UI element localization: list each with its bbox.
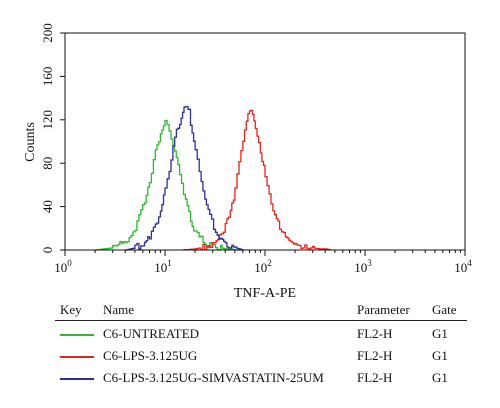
- legend-header-name: Name: [103, 302, 135, 317]
- series-line-c6-lps-3-125ug-simvastatin-25um: [125, 105, 244, 251]
- legend-header-rule: [55, 320, 467, 321]
- x-tick-label: 103: [354, 258, 372, 275]
- legend-row-lps: C6-LPS-3.125UG FL2-H G1: [55, 346, 475, 368]
- legend-header-parameter: Parameter: [357, 302, 410, 317]
- legend-swatch-untreated: [60, 334, 94, 336]
- x-tick-label: 100: [54, 258, 72, 275]
- x-tick-label: 102: [254, 258, 272, 275]
- legend-name-lps: C6-LPS-3.125UG: [103, 348, 198, 363]
- histogram-chart: 0 40 80 120 160 200 100 101 102 103 104 TNF-A-PE C…: [23, 23, 472, 300]
- legend-gate-untreated: G1: [432, 326, 448, 341]
- series-line-c6-lps-3-125ug: [182, 109, 331, 251]
- legend-name-untreated: C6-UNTREATED: [103, 326, 200, 341]
- legend-name-simvastatin: C6-LPS-3.125UG-SIMVASTATIN-25UM: [103, 370, 324, 385]
- legend-swatch-lps: [60, 356, 94, 358]
- x-tick-label: 104: [454, 258, 472, 275]
- legend-gate-lps: G1: [432, 348, 448, 363]
- y-tick-label: 200: [40, 23, 55, 43]
- plot-frame: [64, 32, 466, 251]
- y-tick-label: 0: [40, 247, 55, 254]
- legend-row-untreated: C6-UNTREATED FL2-H G1: [55, 324, 475, 346]
- series-line-c6-untreated: [95, 119, 243, 251]
- legend-table: Key Name Parameter Gate C6-UNTREATED FL2…: [55, 300, 475, 390]
- legend-parameter-untreated: FL2-H: [357, 326, 393, 341]
- y-axis-title: Counts: [23, 122, 38, 162]
- y-tick-label: 120: [40, 110, 55, 130]
- legend-swatch-simvastatin: [60, 378, 94, 380]
- legend-gate-simvastatin: G1: [432, 370, 448, 385]
- y-tick-label: 160: [40, 67, 55, 87]
- x-axis-title: TNF-A-PE: [234, 286, 296, 300]
- legend-parameter-lps: FL2-H: [357, 348, 393, 363]
- y-tick-label: 80: [40, 157, 55, 170]
- legend-row-simvastatin: C6-LPS-3.125UG-SIMVASTATIN-25UM FL2-H G1: [55, 368, 475, 390]
- y-tick-label: 40: [40, 200, 55, 213]
- legend-header: Key Name Parameter Gate: [55, 300, 475, 321]
- x-tick-label: 101: [154, 258, 172, 275]
- legend-header-gate: Gate: [432, 302, 457, 317]
- legend-parameter-simvastatin: FL2-H: [357, 370, 393, 385]
- legend-header-key: Key: [60, 302, 82, 317]
